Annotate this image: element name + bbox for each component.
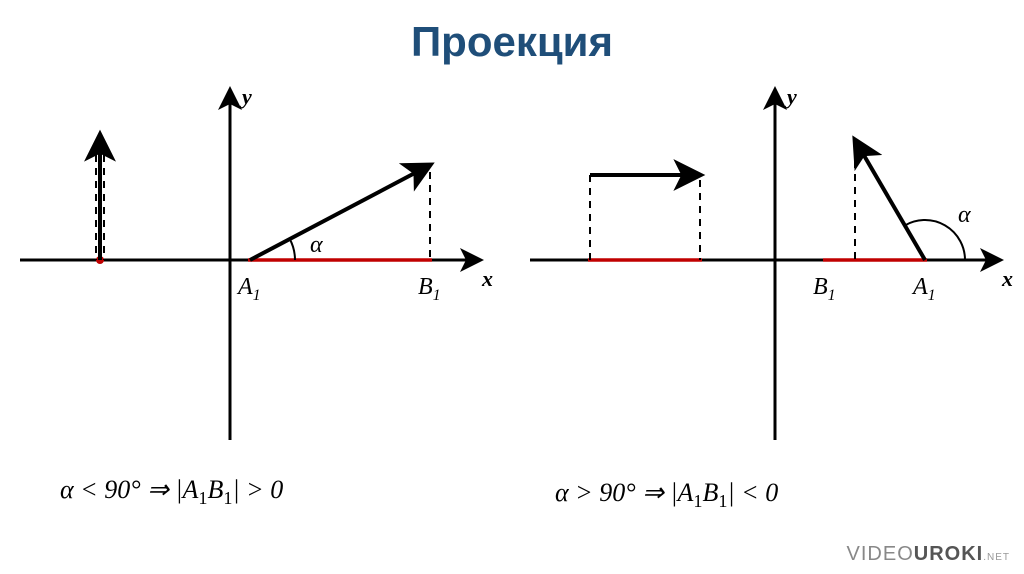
watermark-net: .NET xyxy=(983,552,1010,563)
left-diagram: x y α A1 B1 xyxy=(10,80,510,460)
watermark: VIDEOUROKI.NET xyxy=(847,543,1010,566)
vector-main xyxy=(855,140,925,260)
formula-left: α < 90° ⇒ |A1B1| > 0 xyxy=(60,475,283,509)
a1-label: A1 xyxy=(911,274,936,304)
vector-main xyxy=(250,165,430,260)
alpha-label: α xyxy=(958,202,971,228)
watermark-part1: VIDEO xyxy=(847,543,914,565)
x-label: x xyxy=(481,266,493,291)
page-title: Проекция xyxy=(0,18,1024,66)
alpha-label: α xyxy=(310,232,323,258)
alpha-arc xyxy=(290,239,295,260)
y-label: y xyxy=(784,84,797,109)
x-label: x xyxy=(1001,266,1013,291)
right-diagram: x y α B1 A1 xyxy=(520,80,1020,460)
y-label: y xyxy=(239,84,252,109)
watermark-part2: UROKI xyxy=(914,543,983,565)
b1-label: B1 xyxy=(813,274,836,304)
formula-right: α > 90° ⇒ |A1B1| < 0 xyxy=(555,478,778,512)
a1-label: A1 xyxy=(236,274,261,304)
b1-label: B1 xyxy=(418,274,441,304)
